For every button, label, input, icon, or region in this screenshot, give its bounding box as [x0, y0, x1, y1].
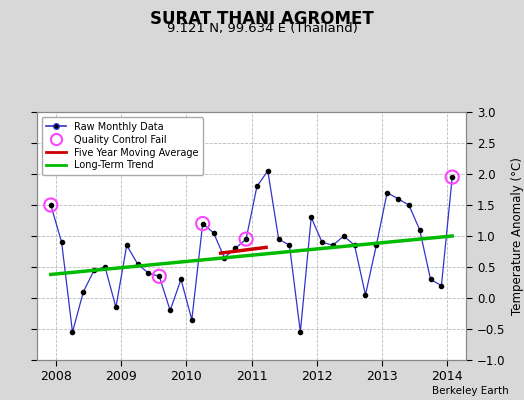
Point: [242, 236, 250, 242]
Point: [47, 202, 55, 208]
Point: [448, 174, 456, 180]
Legend: Raw Monthly Data, Quality Control Fail, Five Year Moving Average, Long-Term Tren: Raw Monthly Data, Quality Control Fail, …: [41, 117, 203, 175]
Text: Berkeley Earth: Berkeley Earth: [432, 386, 508, 396]
Y-axis label: Temperature Anomaly (°C): Temperature Anomaly (°C): [511, 157, 524, 315]
Text: 9.121 N, 99.634 E (Thailand): 9.121 N, 99.634 E (Thailand): [167, 22, 357, 35]
Text: SURAT THANI AGROMET: SURAT THANI AGROMET: [150, 10, 374, 28]
Point: [155, 273, 163, 280]
Point: [199, 220, 207, 227]
